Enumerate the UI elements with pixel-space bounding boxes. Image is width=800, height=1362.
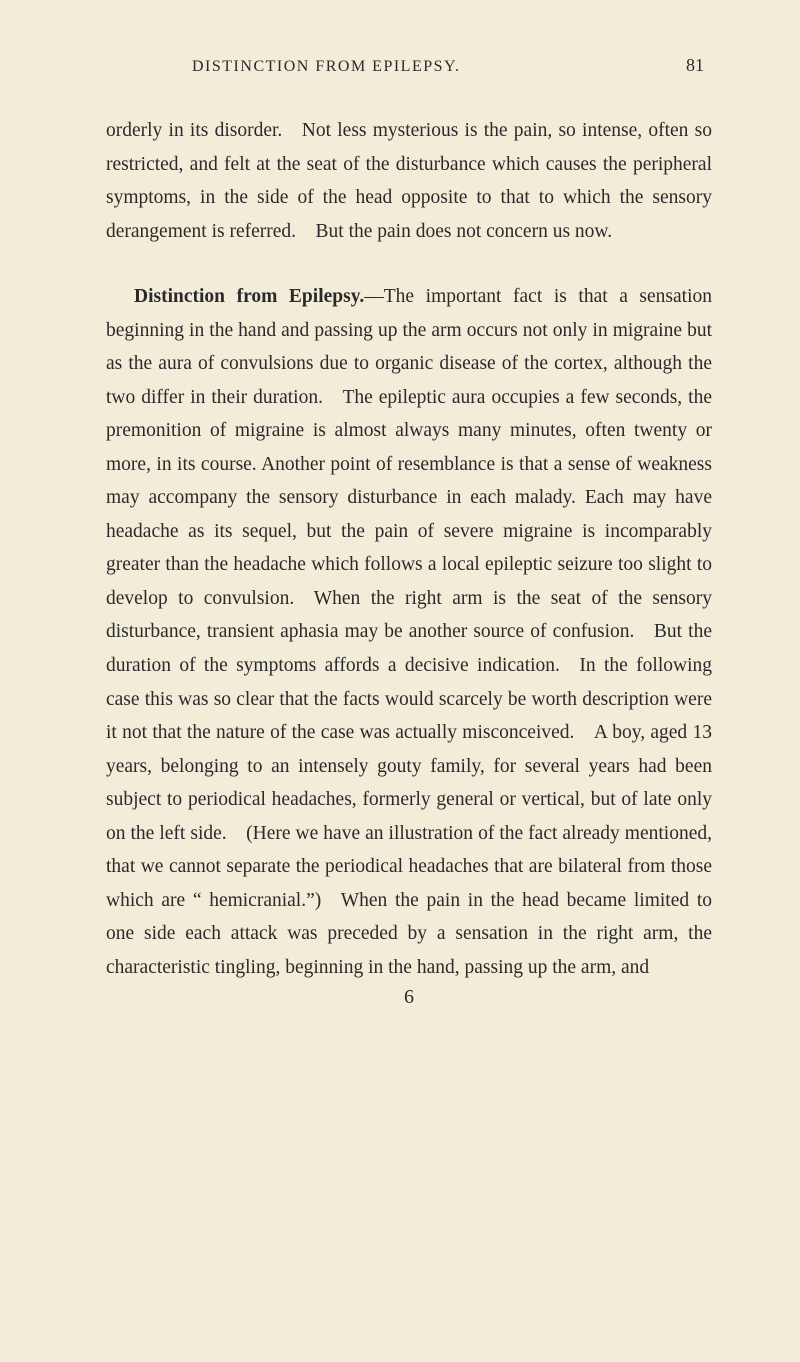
page-header: DISTINCTION FROM EPILEPSY. 81 — [106, 55, 712, 76]
catchword: 6 — [106, 986, 712, 1009]
paragraph-1: orderly in its disorder. Not less myster… — [106, 114, 712, 248]
running-head: DISTINCTION FROM EPILEPSY. — [192, 58, 461, 76]
section-lead: Distinction from Epilepsy. — [134, 286, 364, 307]
paragraph-2-body: —The important fact is that a sensation … — [106, 286, 712, 978]
page-number: 81 — [686, 55, 704, 76]
paragraph-2: Distinction from Epilepsy.—The important… — [106, 280, 712, 984]
